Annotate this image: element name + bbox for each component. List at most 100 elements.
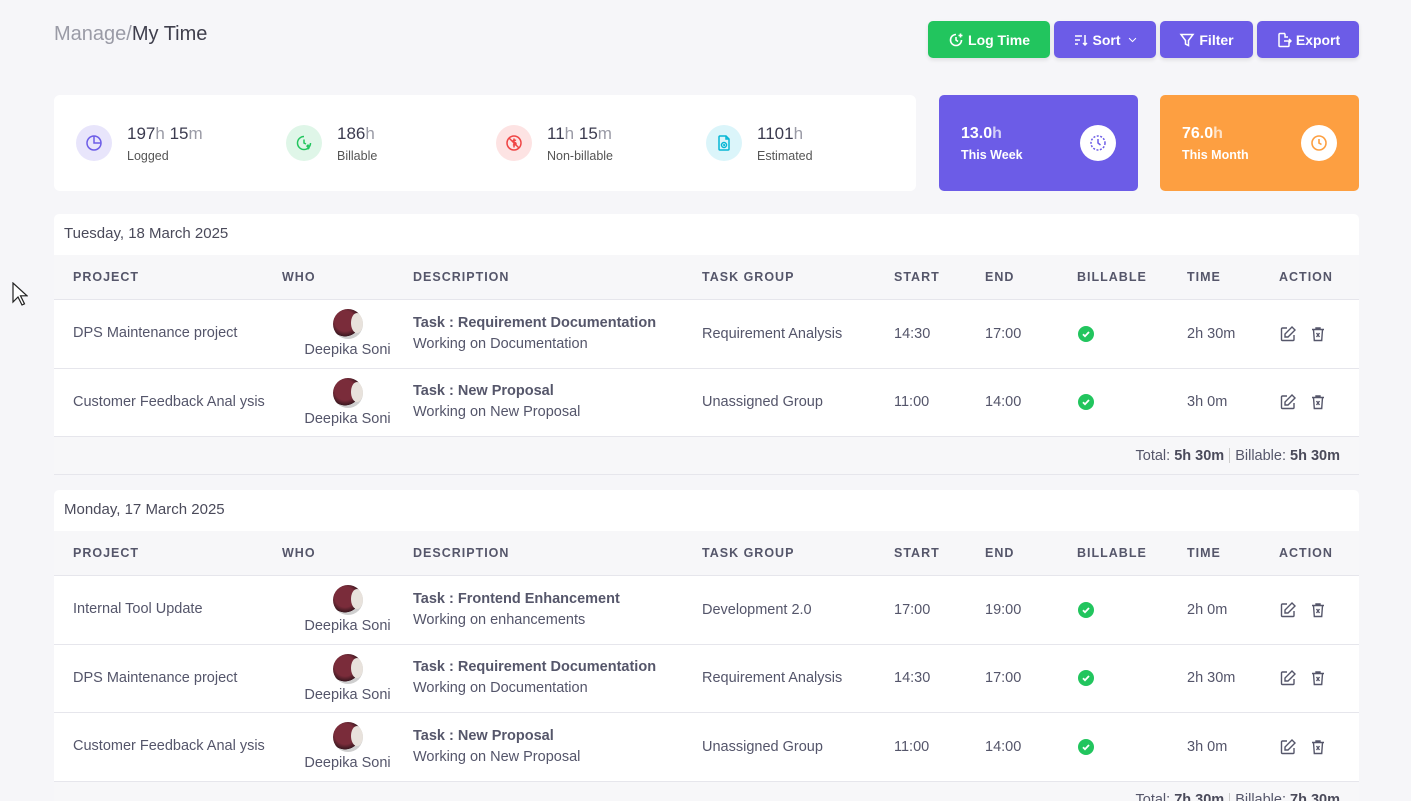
description-cell: Task : New Proposal Working on New Propos… [413, 726, 702, 768]
week-label: This Week [961, 147, 1023, 162]
task-name: Task : Requirement Documentation [413, 314, 657, 331]
logged-label: Logged [127, 148, 169, 163]
month-unit: h [1213, 124, 1223, 142]
stats-summary: 197h 15m Logged 186h Billable 11h 15m No… [54, 95, 916, 191]
who-cell: Deepika Soni [282, 309, 413, 358]
time-cell: 2h 30m [1187, 325, 1236, 342]
day-title: Monday, 17 March 2025 [64, 501, 225, 518]
clock-plus-icon [949, 33, 963, 46]
col-action: ACTION [1279, 546, 1333, 560]
col-end[interactable]: END [985, 270, 1015, 284]
project-cell: Customer Feedback Anal ysis [73, 393, 265, 410]
nonbillable-label: Non-billable [547, 148, 614, 163]
check-circle-icon [1078, 738, 1094, 755]
col-time[interactable]: TIME [1187, 546, 1221, 560]
billable-cell [1077, 738, 1187, 755]
who-name: Deepika Soni [304, 410, 391, 427]
avatar [332, 722, 363, 753]
this-month-card: 76.0h This Month [1160, 95, 1359, 191]
sort-button[interactable]: Sort [1054, 21, 1156, 58]
start-cell: 14:30 [894, 325, 931, 342]
who-cell: Deepika Soni [282, 722, 413, 771]
col-description[interactable]: DESCRIPTION [413, 545, 510, 560]
who-cell: Deepika Soni [282, 585, 413, 634]
nonbillable-hours-unit: h [564, 123, 575, 143]
trash-icon[interactable] [1309, 393, 1327, 411]
table-row[interactable]: DPS Maintenance project Deepika Soni Tas… [54, 300, 1359, 369]
sort-icon [1074, 34, 1088, 46]
nonbillable-minutes-unit: m [597, 123, 612, 143]
day-group: Tuesday, 18 March 2025 PROJECT WHO DESCR… [54, 214, 1359, 475]
check-circle-icon [1078, 670, 1094, 687]
action-cell [1279, 669, 1359, 687]
edit-icon[interactable] [1279, 393, 1297, 411]
logged-hours: 197 [127, 123, 156, 143]
stat-estimated: 1101h Estimated [706, 124, 916, 163]
col-start[interactable]: START [894, 270, 940, 284]
billable-hours-unit: h [365, 123, 375, 143]
no-money-icon [496, 125, 532, 161]
avatar [332, 585, 363, 616]
logged-hours-unit: h [155, 123, 165, 143]
filter-button[interactable]: Filter [1160, 21, 1253, 58]
billable-cell [1077, 670, 1187, 687]
task-name: Task : Requirement Documentation [413, 659, 657, 676]
trash-icon[interactable] [1309, 601, 1327, 619]
log-time-button[interactable]: Log Time [928, 21, 1050, 58]
task-name: Task : Frontend Enhancement [413, 590, 620, 607]
col-billable[interactable]: BILLABLE [1077, 270, 1147, 284]
estimated-label: Estimated [757, 148, 813, 163]
billable-cell [1077, 394, 1187, 411]
total-value: 5h 30m [1174, 447, 1225, 464]
task-group-cell: Development 2.0 [702, 601, 812, 618]
table-row[interactable]: Customer Feedback Anal ysis Deepika Soni… [54, 369, 1359, 437]
filter-label: Filter [1199, 31, 1234, 48]
edit-icon[interactable] [1279, 601, 1297, 619]
breadcrumb-manage[interactable]: Manage [54, 23, 127, 45]
col-billable[interactable]: BILLABLE [1077, 546, 1147, 560]
col-start[interactable]: START [894, 546, 940, 560]
page-title: My Time [131, 23, 208, 45]
project-cell: Internal Tool Update [73, 601, 203, 618]
edit-icon[interactable] [1279, 669, 1297, 687]
breadcrumb: Manage/My Time [54, 23, 207, 46]
col-project[interactable]: PROJECT [73, 269, 140, 284]
col-who[interactable]: WHO [282, 270, 316, 284]
filter-icon [1179, 33, 1195, 47]
time-cell: 2h 30m [1187, 670, 1236, 687]
col-description[interactable]: DESCRIPTION [413, 269, 510, 284]
table-row[interactable]: Internal Tool Update Deepika Soni Task :… [54, 576, 1359, 645]
col-who[interactable]: WHO [282, 546, 316, 560]
task-group-cell: Requirement Analysis [702, 325, 843, 342]
col-task-group[interactable]: TASK GROUP [702, 270, 795, 284]
project-cell: DPS Maintenance project [73, 325, 238, 342]
end-cell: 17:00 [985, 670, 1022, 687]
task-description: Working on New Proposal [413, 748, 581, 765]
check-circle-icon [1078, 394, 1094, 411]
edit-icon[interactable] [1279, 738, 1297, 756]
action-cell [1279, 738, 1359, 756]
end-cell: 14:00 [985, 394, 1022, 411]
col-time[interactable]: TIME [1187, 270, 1221, 284]
breadcrumb-separator: / [126, 23, 132, 45]
billable-total-label: Billable: [1235, 447, 1286, 464]
col-end[interactable]: END [985, 546, 1015, 560]
export-button[interactable]: Export [1257, 21, 1359, 58]
trash-icon[interactable] [1309, 669, 1327, 687]
billable-hours: 186 [337, 123, 366, 143]
month-value: 76.0 [1182, 124, 1214, 142]
table-row[interactable]: Customer Feedback Anal ysis Deepika Soni… [54, 713, 1359, 782]
billable-cell [1077, 601, 1187, 618]
start-cell: 11:00 [894, 738, 930, 755]
task-description: Working on Documentation [413, 335, 588, 352]
edit-icon[interactable] [1279, 325, 1297, 343]
trash-icon[interactable] [1309, 738, 1327, 756]
table-row[interactable]: DPS Maintenance project Deepika Soni Tas… [54, 645, 1359, 713]
clock-icon [1301, 125, 1337, 161]
project-cell: DPS Maintenance project [73, 669, 238, 686]
col-task-group[interactable]: TASK GROUP [702, 546, 795, 560]
time-cell: 3h 0m [1187, 738, 1228, 755]
trash-icon[interactable] [1309, 325, 1327, 343]
col-project[interactable]: PROJECT [73, 545, 140, 560]
day-total: Total: 5h 30m Billable: 5h 30m [54, 437, 1359, 475]
